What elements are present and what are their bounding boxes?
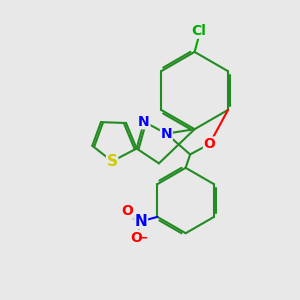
Text: N: N [135,214,147,229]
Text: Cl: Cl [192,24,206,38]
Text: O: O [130,231,142,245]
Text: O: O [122,204,134,218]
Text: N: N [160,127,172,141]
Text: S: S [106,154,118,169]
Text: −: − [138,231,148,244]
Text: N: N [138,115,150,129]
Text: O: O [203,137,215,151]
